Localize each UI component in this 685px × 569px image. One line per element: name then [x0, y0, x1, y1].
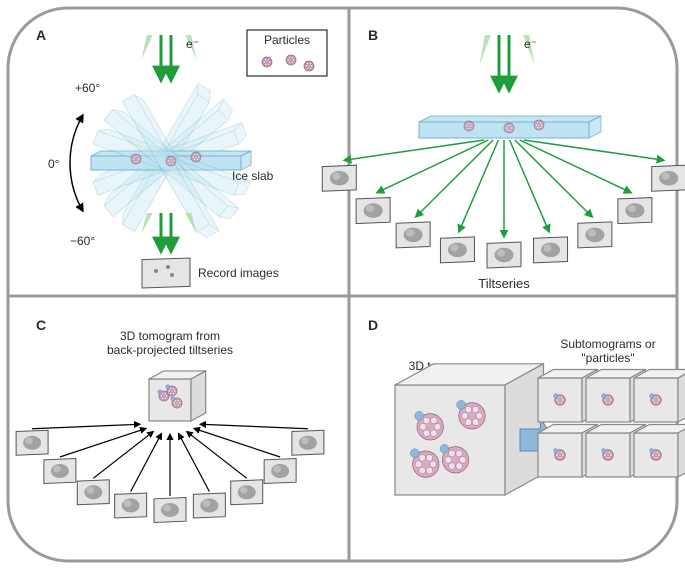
panel-letter-a: A [36, 27, 46, 43]
tiltseries-label: Tiltseries [478, 276, 530, 291]
figure-svg: A Particles +60° 0° −60° Ice slab e⁻ Record ima… [0, 0, 685, 569]
svg-text:Subtomograms or: Subtomograms or [560, 337, 655, 351]
angle-label-bot: −60° [70, 234, 95, 248]
svg-text:0°: 0° [48, 157, 60, 171]
outer-frame [8, 8, 677, 561]
angle-label-top: +60° [75, 81, 100, 95]
svg-text:Particles: Particles [264, 33, 310, 47]
panel-letter-b: B [368, 27, 378, 43]
panel-c: C 3D tomogram fromback-projected tiltseri… [16, 317, 324, 523]
svg-text:+60°: +60° [75, 81, 100, 95]
svg-text:C: C [36, 317, 46, 333]
electron-label: e⁻ [524, 37, 537, 51]
svg-text:Record images: Record images [198, 266, 279, 280]
svg-text:−60°: −60° [70, 234, 95, 248]
svg-text:Tiltseries: Tiltseries [478, 276, 530, 291]
panel-letter-d: D [368, 317, 378, 333]
svg-text:B: B [368, 27, 378, 43]
svg-text:3D tomogram from: 3D tomogram from [120, 329, 220, 343]
angle-label-mid: 0° [48, 157, 60, 171]
record-images-label: Record images [198, 266, 279, 280]
svg-text:e⁻: e⁻ [524, 37, 537, 51]
panel-a: A Particles +60° 0° −60° Ice slab e⁻ Record ima… [36, 27, 327, 288]
svg-text:D: D [368, 317, 378, 333]
panel-letter-c: C [36, 317, 46, 333]
svg-text:e⁻: e⁻ [186, 37, 199, 51]
particles-legend-label: Particles [264, 33, 310, 47]
ice-slab-label: Ice slab [232, 169, 274, 183]
panel-d: D3D tomogramSubtomograms or"particles" [368, 317, 685, 495]
svg-text:Ice slab: Ice slab [232, 169, 274, 183]
panel-c-title: 3D tomogram fromback-projected tiltserie… [107, 329, 233, 357]
svg-text:A: A [36, 27, 46, 43]
panel-b: Be⁻ Tiltseries [322, 27, 685, 291]
figure-root: A Particles +60° 0° −60° Ice slab e⁻ Record ima… [0, 0, 685, 569]
electron-label: e⁻ [186, 37, 199, 51]
svg-text:back-projected tiltseries: back-projected tiltseries [107, 343, 233, 357]
svg-text:"particles": "particles" [581, 351, 634, 365]
subtomograms-label: Subtomograms or"particles" [560, 337, 655, 365]
